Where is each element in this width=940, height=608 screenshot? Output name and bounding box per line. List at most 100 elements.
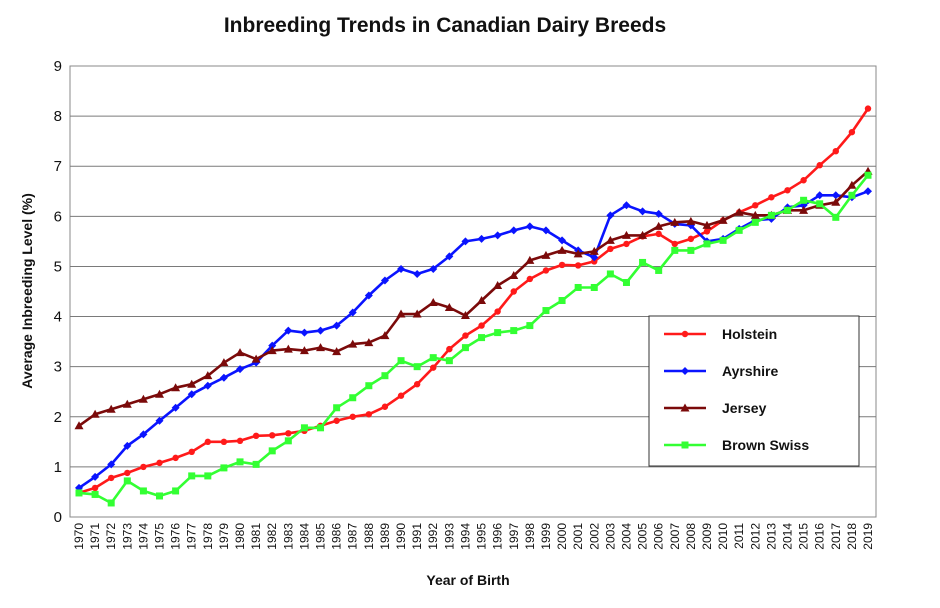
- point-brown-swiss: [397, 357, 405, 365]
- point-holstein: [542, 267, 550, 274]
- point-holstein: [848, 128, 856, 136]
- x-tick-label: 2014: [780, 523, 794, 550]
- point-brown-swiss: [429, 354, 437, 362]
- y-axis-label: Average Inbreeding Level (%): [19, 193, 35, 389]
- point-jersey: [364, 338, 374, 347]
- point-brown-swiss: [671, 246, 679, 254]
- x-tick-label: 1982: [265, 523, 279, 550]
- x-axis-label: Year of Birth: [426, 572, 509, 588]
- point-holstein: [333, 417, 340, 424]
- x-tick-label: 2002: [587, 523, 601, 550]
- point-brown-swiss: [123, 477, 131, 485]
- point-ayrshire: [413, 269, 422, 278]
- x-tick-label: 1990: [394, 523, 408, 550]
- point-ayrshire: [284, 326, 293, 335]
- x-tick-label: 1985: [314, 523, 328, 550]
- x-tick-label: 1986: [330, 523, 344, 550]
- x-tick-label: 1983: [281, 523, 295, 550]
- point-ayrshire: [638, 207, 647, 216]
- point-jersey: [235, 348, 245, 357]
- point-holstein: [156, 459, 163, 467]
- point-ayrshire: [236, 365, 245, 374]
- point-ayrshire: [139, 430, 148, 439]
- x-tick-label: 2001: [571, 523, 585, 550]
- point-holstein: [671, 240, 678, 248]
- point-holstein: [558, 261, 566, 269]
- point-holstein: [397, 392, 405, 399]
- point-jersey: [380, 331, 390, 340]
- x-tick-label: 2019: [861, 523, 875, 550]
- point-jersey: [605, 235, 615, 244]
- point-jersey: [477, 296, 487, 305]
- point-jersey: [396, 309, 406, 318]
- point-brown-swiss: [703, 240, 711, 248]
- point-jersey: [831, 197, 841, 206]
- point-ayrshire: [187, 390, 196, 399]
- x-tick-label: 2015: [797, 523, 811, 550]
- point-jersey: [299, 346, 309, 355]
- point-brown-swiss: [848, 191, 856, 199]
- point-ayrshire: [622, 201, 631, 210]
- point-ayrshire: [864, 187, 872, 196]
- point-brown-swiss: [510, 327, 518, 335]
- point-jersey: [654, 221, 664, 230]
- point-ayrshire: [107, 460, 116, 469]
- x-tick-label: 1999: [539, 523, 553, 550]
- x-tick-label: 2003: [603, 523, 617, 550]
- point-brown-swiss: [461, 344, 469, 352]
- point-brown-swiss: [268, 447, 276, 455]
- point-ayrshire: [541, 226, 550, 235]
- point-ayrshire: [815, 191, 824, 200]
- x-tick-label: 1978: [201, 523, 215, 550]
- point-holstein: [446, 345, 453, 353]
- point-jersey: [734, 207, 744, 216]
- point-holstein: [252, 432, 260, 440]
- point-holstein: [365, 411, 373, 418]
- point-brown-swiss: [639, 258, 647, 266]
- point-jersey: [122, 399, 132, 408]
- point-holstein: [816, 162, 823, 169]
- point-jersey: [573, 249, 583, 258]
- point-jersey: [283, 344, 293, 353]
- legend-label: Holstein: [722, 326, 777, 342]
- x-tick-label: 1996: [491, 523, 505, 550]
- point-ayrshire: [509, 226, 518, 235]
- legend-label: Jersey: [722, 400, 767, 416]
- point-ayrshire: [590, 253, 599, 262]
- point-holstein: [381, 403, 389, 410]
- point-ayrshire: [364, 291, 373, 300]
- point-holstein: [703, 228, 711, 235]
- point-jersey: [444, 303, 454, 312]
- legend-swatch-marker: [681, 367, 689, 375]
- point-ayrshire: [397, 264, 406, 273]
- point-holstein: [236, 437, 244, 445]
- x-tick-label: 2007: [668, 523, 682, 550]
- x-tick-label: 1998: [523, 523, 537, 550]
- point-jersey: [589, 246, 599, 255]
- point-holstein: [623, 240, 630, 248]
- point-brown-swiss: [719, 236, 727, 244]
- point-jersey: [348, 339, 358, 348]
- point-ayrshire: [203, 381, 212, 390]
- x-tick-label: 1994: [458, 523, 472, 550]
- point-brown-swiss: [800, 196, 808, 204]
- point-brown-swiss: [172, 487, 180, 495]
- x-tick-label: 2016: [813, 523, 827, 550]
- x-tick-label: 2000: [555, 523, 569, 550]
- point-jersey: [74, 421, 84, 430]
- x-tick-label: 2006: [652, 523, 666, 550]
- point-jersey: [412, 309, 422, 318]
- legend-item-holstein: Holstein: [664, 326, 777, 342]
- x-tick-label: 1972: [104, 523, 118, 550]
- point-ayrshire: [91, 472, 100, 481]
- x-tick-label: 2013: [764, 523, 778, 550]
- x-tick-labels: 1970 1971 1972 1973 1974 1975 1976 1977 1978 1979…: [72, 523, 875, 550]
- x-tick-label: 2017: [829, 523, 843, 550]
- point-jersey: [90, 409, 100, 418]
- y-tick-labels: 0 1 2 3 4 5 6 7 8 9: [54, 58, 62, 526]
- legend-item-jersey: Jersey: [664, 400, 767, 416]
- point-brown-swiss: [445, 357, 453, 365]
- point-brown-swiss: [735, 226, 743, 234]
- point-brown-swiss: [606, 270, 614, 278]
- point-holstein: [752, 202, 759, 209]
